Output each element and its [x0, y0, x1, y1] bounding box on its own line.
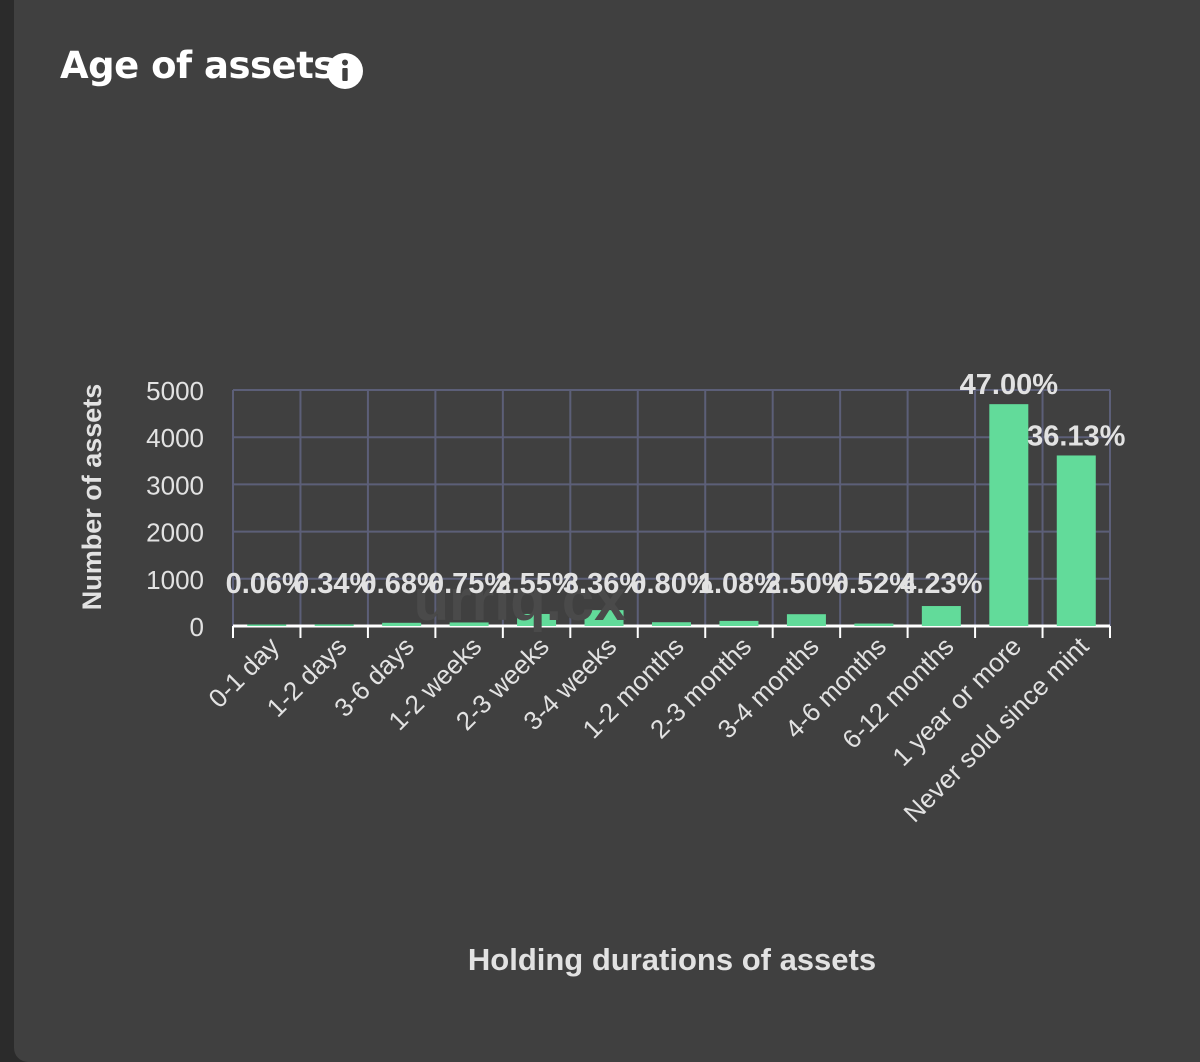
data-label: 0.80% — [630, 568, 712, 600]
y-tick-label: 5000 — [146, 376, 204, 406]
data-label: 2.55% — [495, 568, 577, 600]
bar — [989, 404, 1029, 626]
data-label: 0.34% — [293, 568, 375, 600]
x-axis-label: Holding durations of assets — [468, 942, 876, 977]
y-tick-label: 3000 — [146, 470, 204, 500]
info-icon[interactable] — [318, 44, 372, 98]
data-label: 1.08% — [698, 568, 780, 600]
bar — [786, 614, 826, 626]
bar — [1056, 455, 1096, 626]
data-labels: 0.06%0.34%0.68%0.75%2.55%3.36%0.80%1.08%… — [226, 369, 1126, 600]
bar — [652, 622, 691, 626]
data-label: 2.50% — [765, 568, 847, 600]
y-tick-label: 0 — [190, 612, 204, 642]
bar — [247, 624, 287, 626]
card-title: Age of assets — [60, 44, 335, 87]
data-label: 47.00% — [960, 369, 1059, 401]
data-label: 0.06% — [226, 568, 308, 600]
bar — [449, 622, 489, 626]
data-label: 3.36% — [563, 568, 645, 600]
data-label: 36.13% — [1027, 420, 1126, 452]
y-axis-label: Number of assets — [77, 384, 107, 611]
bar — [584, 610, 624, 626]
y-tick-label: 1000 — [146, 565, 204, 595]
bars — [247, 404, 1096, 626]
bar — [314, 624, 354, 626]
watermark: urriq.cx — [414, 568, 627, 633]
bar — [517, 613, 557, 626]
bar — [719, 620, 759, 626]
bar — [854, 623, 894, 626]
data-label: 0.52% — [833, 568, 915, 600]
bar — [382, 622, 422, 626]
y-tick-label: 2000 — [146, 518, 204, 548]
bar — [921, 606, 961, 626]
y-tick-label: 4000 — [146, 423, 204, 453]
data-label: 4.23% — [900, 568, 982, 600]
data-label: 0.68% — [361, 568, 443, 600]
data-label: 0.75% — [428, 568, 510, 600]
